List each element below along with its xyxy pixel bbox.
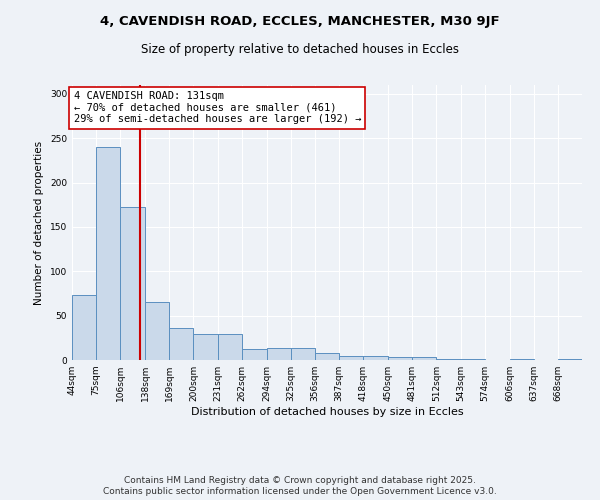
Text: 4, CAVENDISH ROAD, ECCLES, MANCHESTER, M30 9JF: 4, CAVENDISH ROAD, ECCLES, MANCHESTER, M…	[100, 15, 500, 28]
Bar	[363, 356, 388, 360]
Bar	[412, 358, 436, 360]
Bar	[315, 353, 339, 360]
Bar	[266, 348, 291, 360]
Bar	[96, 147, 120, 360]
Bar	[558, 359, 582, 360]
Text: Contains public sector information licensed under the Open Government Licence v3: Contains public sector information licen…	[103, 488, 497, 496]
Bar	[193, 334, 218, 360]
Bar	[291, 348, 315, 360]
Bar	[218, 334, 242, 360]
X-axis label: Distribution of detached houses by size in Eccles: Distribution of detached houses by size …	[191, 407, 463, 417]
Bar	[461, 359, 485, 360]
Bar	[388, 358, 412, 360]
Bar	[169, 328, 193, 360]
Bar	[339, 356, 363, 360]
Text: 4 CAVENDISH ROAD: 131sqm
← 70% of detached houses are smaller (461)
29% of semi-: 4 CAVENDISH ROAD: 131sqm ← 70% of detach…	[74, 91, 361, 124]
Bar	[509, 359, 534, 360]
Bar	[242, 350, 266, 360]
Bar	[120, 206, 145, 360]
Y-axis label: Number of detached properties: Number of detached properties	[34, 140, 44, 304]
Bar	[72, 295, 96, 360]
Bar	[145, 302, 169, 360]
Bar	[436, 359, 461, 360]
Text: Size of property relative to detached houses in Eccles: Size of property relative to detached ho…	[141, 42, 459, 56]
Text: Contains HM Land Registry data © Crown copyright and database right 2025.: Contains HM Land Registry data © Crown c…	[124, 476, 476, 485]
